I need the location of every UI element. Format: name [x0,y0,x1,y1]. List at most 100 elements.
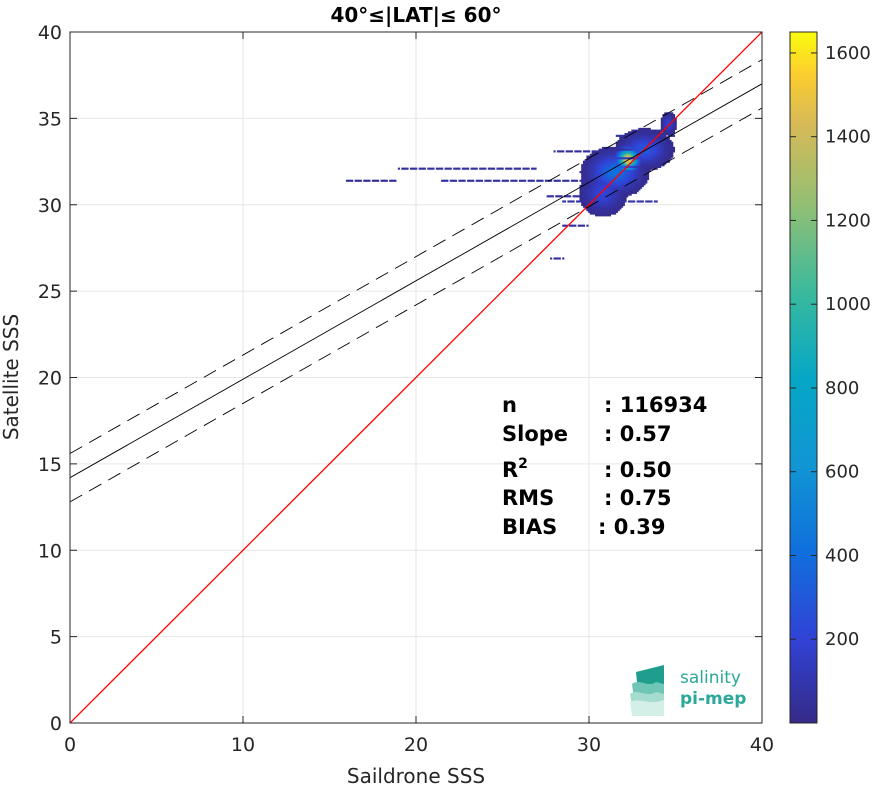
density-cell [615,172,618,175]
density-cell [621,203,624,207]
density-cell [562,224,565,227]
density-cell [607,174,610,177]
density-cell [617,196,620,200]
density-cell [598,164,601,167]
density-cell [589,164,592,167]
density-cell [586,203,589,207]
density-cell [629,148,632,151]
density-cell [660,122,663,125]
density-cell [671,133,674,136]
density-cell [624,155,627,158]
density-cell [475,179,478,182]
density-cell [617,134,620,137]
density-cell [643,133,646,136]
density-cell [646,146,650,150]
density-cell [646,127,650,131]
density-cell [579,150,582,153]
fit-line [70,83,762,479]
density-cell [662,120,665,124]
density-cell [593,183,596,186]
density-cell [629,150,632,153]
density-cell [634,138,637,141]
density-cell [662,141,665,144]
density-cell [629,184,632,188]
density-cell [615,193,618,196]
density-cell [610,174,613,177]
density-cell [640,150,643,153]
density-cell [595,177,598,181]
density-cell [596,202,599,205]
density-cell [614,174,617,177]
density-cell [463,179,466,182]
density-cell [456,167,459,170]
density-cell [358,179,361,182]
density-cell [600,165,603,169]
density-cell [671,129,674,132]
density-cell [605,148,608,151]
density-cell [569,150,572,153]
density-cell [662,148,665,151]
density-cell [608,174,612,177]
density-cell [589,212,592,215]
density-cell [596,158,599,162]
density-cell [596,177,599,181]
density-cell [617,171,620,174]
density-cell [598,162,601,165]
density-cell [610,177,613,181]
density-cell [633,200,636,203]
density-cell [665,119,669,122]
density-cell [614,212,617,215]
density-cell [612,183,615,186]
density-cell [595,184,598,188]
density-cell [655,148,658,151]
density-cell [646,160,650,163]
density-cell [565,150,568,153]
density-cell [633,162,636,165]
density-cell [629,177,632,181]
density-cell [652,152,655,155]
colorbar-tick-label: 400 [825,545,859,566]
density-cell [600,153,603,156]
density-cell [643,129,646,132]
density-cell [636,164,639,167]
density-cell [593,160,596,163]
density-cell [588,172,591,175]
density-cell [614,157,617,160]
density-cell [652,155,655,158]
density-cell [657,146,660,150]
density-cell [640,164,643,167]
density-cell [665,120,669,124]
density-cell [631,184,634,188]
density-cell [648,152,651,155]
density-cell [650,152,653,155]
density-cell [652,134,655,137]
density-cell [608,202,612,205]
density-cell [622,136,625,139]
density-cell [579,171,582,174]
density-cell [601,214,605,217]
colorbar-tick-label: 1600 [825,43,871,64]
density-cell [595,172,598,175]
density-cell [633,138,636,141]
density-cell [652,148,655,151]
density-cell [624,165,627,169]
density-cell [631,169,634,172]
density-cell [621,196,624,200]
density-cell [638,167,641,170]
density-cell [603,165,606,169]
density-cell [622,143,625,146]
density-cell [593,158,596,162]
density-cell [659,129,662,132]
fit-upper-line [70,59,762,454]
density-cell [641,146,644,150]
density-cell [652,160,655,163]
density-cell [659,160,662,163]
density-cell [648,200,651,203]
density-cell [593,205,596,208]
density-cell [600,150,603,153]
density-cell [608,150,612,153]
fit-lower-line [70,107,762,503]
density-cell [614,183,617,186]
density-cell [574,224,577,227]
